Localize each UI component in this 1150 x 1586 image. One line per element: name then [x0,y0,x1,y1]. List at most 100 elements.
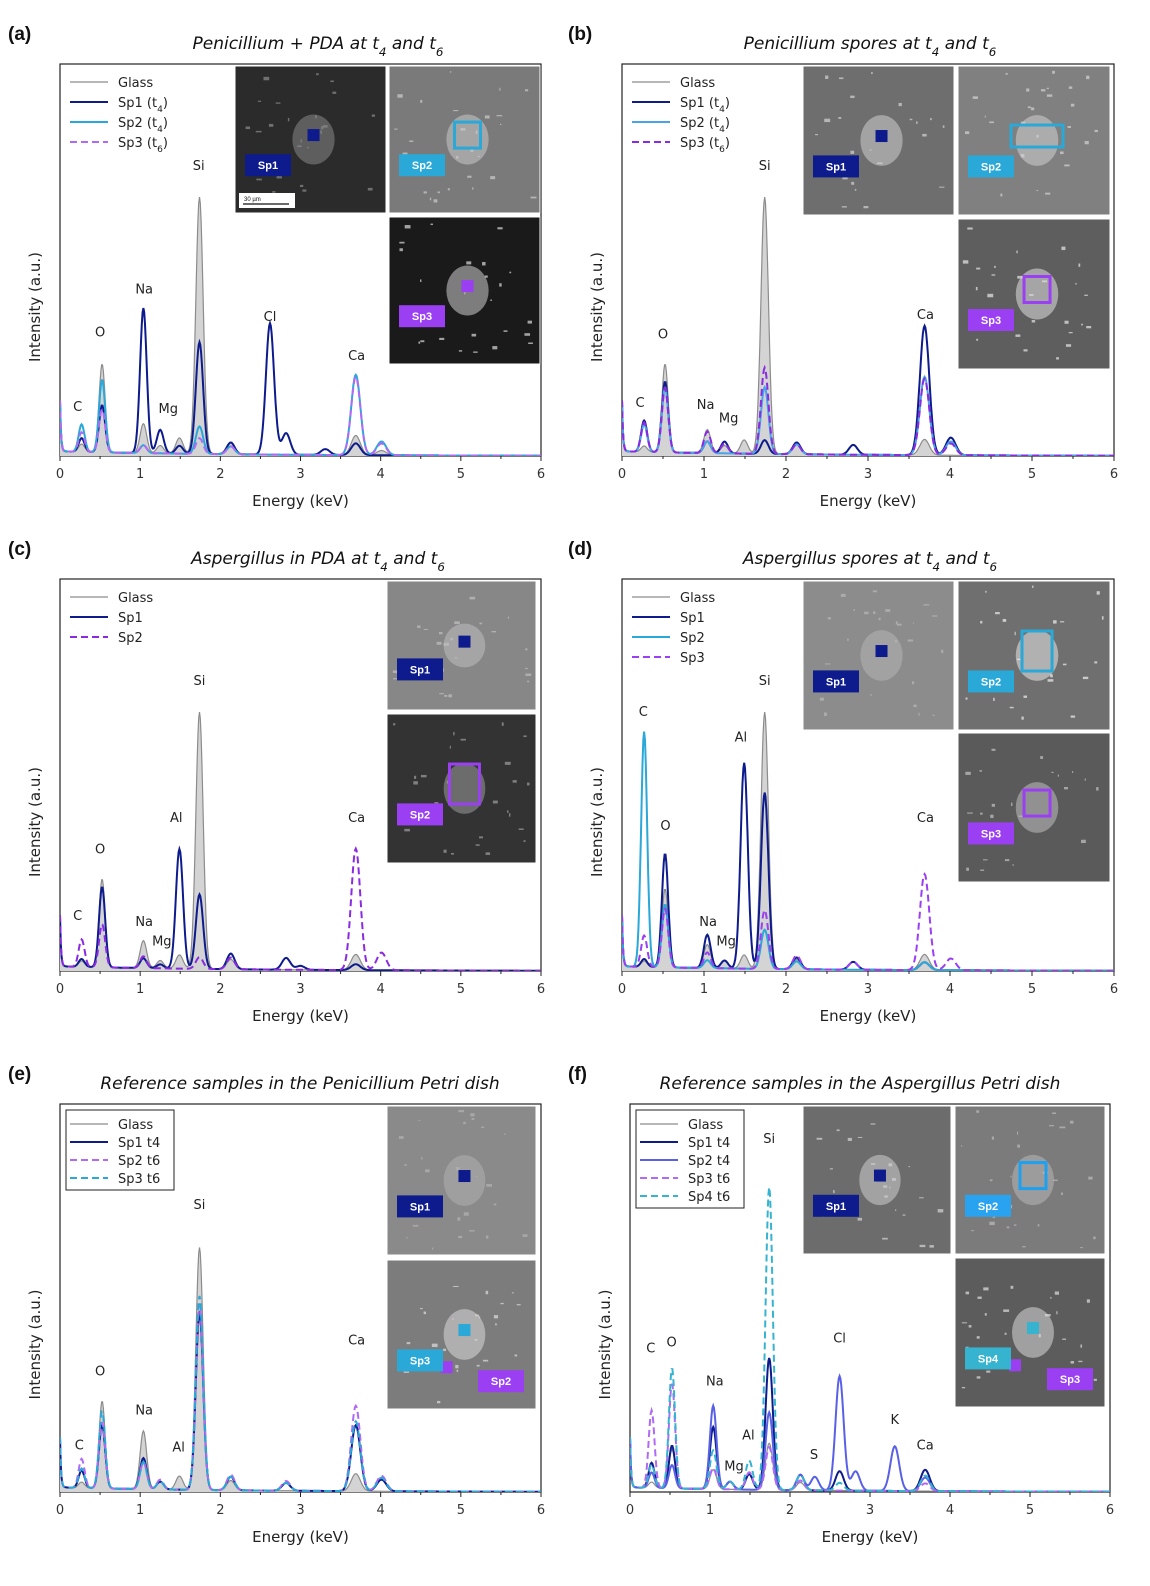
sem-texture [433,199,438,203]
x-tick-label: 4 [946,467,954,482]
sem-texture [1026,88,1030,92]
sem-texture [965,697,968,700]
peak-label: Al [735,731,748,746]
sem-texture [1062,663,1067,666]
x-tick-label: 3 [864,982,872,997]
sem-texture [980,812,983,815]
sem-texture [1086,325,1092,329]
sem-region-marker [307,129,320,142]
x-tick-label: 2 [216,467,224,482]
sem-inset: Sp2 [957,65,1111,216]
x-tick-label: 5 [457,467,465,482]
sem-texture [841,206,847,208]
legend: Glass Sp1 Sp2 Sp3 [632,591,715,666]
legend-entry: Sp2 [118,631,143,646]
sem-texture [1078,1360,1083,1363]
x-tick-label: 2 [786,1503,794,1518]
legend: Glass Sp1 Sp2 [70,591,153,646]
peak-label: Ca [917,308,934,323]
sem-texture [1061,246,1066,251]
series-layer [630,1187,1110,1492]
sem-texture [827,617,831,620]
sem-texture [479,622,483,625]
legend-entry: Glass [118,591,153,606]
sem-texture [1036,189,1039,192]
sem-texture [490,299,492,302]
inset-label-box [397,803,443,826]
panel-title: Aspergillus spores at t4 and t6 [742,549,998,574]
sem-texture [393,678,398,680]
sem-texture [451,852,454,855]
x-tick-label: 4 [946,1503,954,1518]
sem-texture [423,628,429,630]
peak-label: Mg [719,412,738,427]
x-tick-label: 6 [537,982,545,997]
sem-texture [492,800,498,804]
sem-texture [902,1214,906,1216]
sem-texture [907,639,914,642]
sem-texture [482,261,486,266]
sem-texture [913,704,917,708]
sem-texture [897,623,902,626]
sem-texture [1070,1361,1075,1364]
x-tick-label: 2 [782,982,790,997]
legend-entry: Glass [680,76,715,91]
sem-texture [1082,676,1089,680]
sem-texture [839,77,844,80]
sem-texture [518,828,524,830]
peak-label: Na [135,282,153,297]
sem-texture [1021,716,1024,720]
sem-texture [276,175,282,179]
sem-texture [1081,323,1083,326]
sem-texture [1050,674,1053,678]
peak-label: Al [170,811,183,826]
sem-texture [976,1376,981,1379]
sem-texture [847,1137,852,1141]
legend-entry: Sp4 t6 [688,1190,730,1205]
sem-texture [420,99,423,103]
sem-texture [425,1169,430,1173]
sem-texture [857,1217,863,1221]
sem-texture [971,1230,974,1232]
sem-texture [438,632,443,635]
sem-texture [878,617,881,621]
sem-texture [989,1179,993,1182]
sem-texture [472,187,474,190]
sem-texture [499,283,502,287]
x-tick-label: 0 [56,467,64,482]
sem-texture [275,102,281,104]
sem-inset: Sp1 30 µm [234,65,387,214]
sem-texture [530,196,537,199]
panel-title: Reference samples in the Penicillium Pet… [100,1074,499,1094]
sem-region-marker [875,645,888,658]
sem-texture [486,1183,492,1187]
sem-texture [854,188,857,191]
sem-texture [1053,1179,1058,1182]
inset-label: Sp2 [978,1201,998,1213]
sem-texture [439,693,445,695]
sem-texture [512,780,517,783]
sem-texture [908,1166,911,1168]
sem-texture [495,1323,497,1326]
sem-texture [1067,126,1071,129]
inset-label: Sp2 [491,1376,511,1388]
sem-texture [1070,1120,1074,1124]
sem-particle [1012,1154,1054,1206]
sem-region-marker [1018,1161,1048,1191]
sem-texture [842,176,848,180]
sem-texture [332,91,337,94]
peak-label: Cl [833,1332,846,1347]
sem-inset: Sp1 [386,580,537,711]
sem-texture [912,622,915,624]
sem-texture [399,241,405,244]
sem-texture [484,275,488,278]
sem-texture [458,1235,463,1239]
sem-texture [829,1168,833,1170]
sem-texture [421,1156,423,1160]
sem-texture [1003,1309,1010,1312]
sem-texture [475,844,480,846]
x-tick-label: 3 [296,982,304,997]
sem-texture [1005,73,1008,75]
inset-label-box [813,155,859,178]
sem-texture [509,271,512,274]
